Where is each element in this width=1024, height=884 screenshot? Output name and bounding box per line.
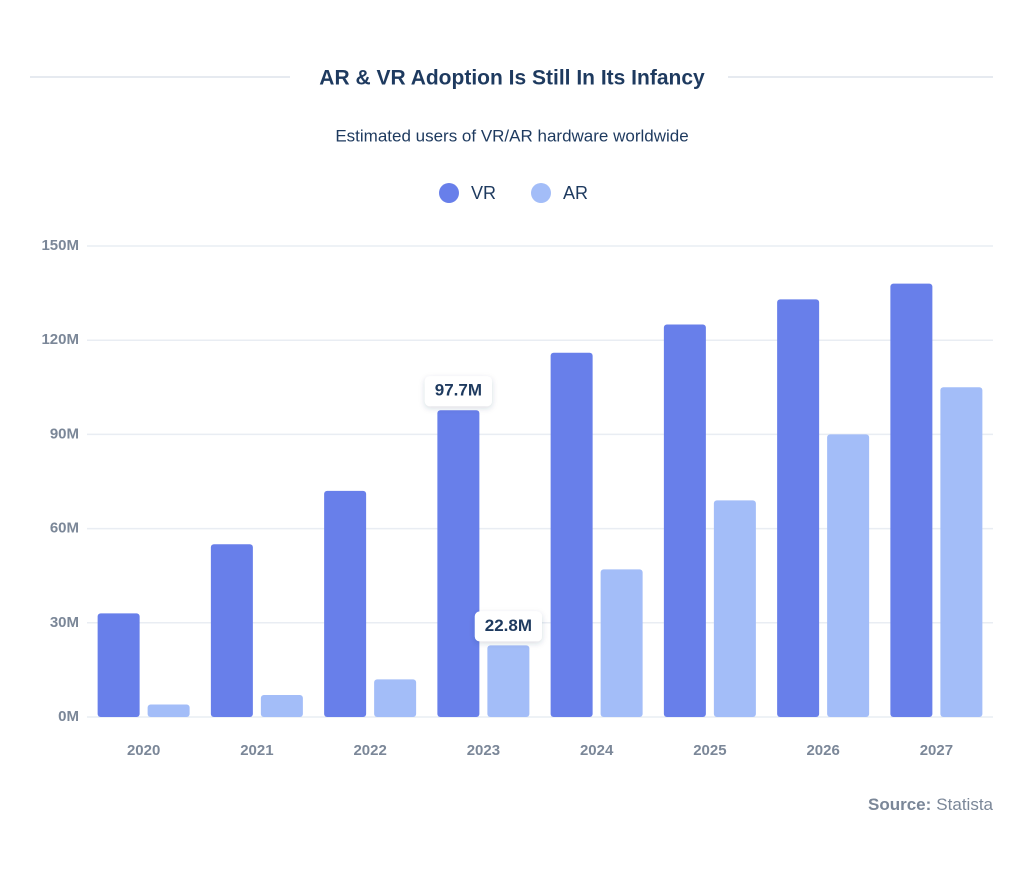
legend-marker	[439, 183, 459, 203]
y-tick-label: 30M	[50, 614, 79, 631]
value-label-bg	[424, 376, 492, 407]
bar	[147, 704, 190, 717]
bar	[777, 299, 820, 717]
bar	[437, 410, 480, 717]
bar	[600, 569, 643, 717]
source-label: Source:	[868, 795, 931, 814]
x-tick-label: 2020	[127, 742, 160, 759]
legend-marker	[531, 183, 551, 203]
bar	[713, 500, 756, 717]
bar	[210, 544, 253, 717]
bar	[97, 613, 140, 717]
bar	[260, 695, 303, 717]
bar	[890, 283, 933, 717]
x-tick-label: 2021	[240, 742, 273, 759]
bar	[940, 387, 983, 717]
x-tick-label: 2022	[353, 742, 386, 759]
value-label-bg	[474, 611, 542, 642]
bar	[827, 434, 870, 717]
value-label-box: 22.8M	[474, 611, 542, 642]
y-tick-label: 90M	[50, 425, 79, 442]
chart-title: AR & VR Adoption Is Still In Its Infancy	[319, 67, 705, 90]
source: Source: Statista	[868, 795, 994, 814]
bar	[487, 645, 530, 717]
bar	[324, 490, 367, 717]
legend-label: AR	[563, 183, 588, 203]
bar	[374, 679, 417, 717]
value-label-box: 97.7M	[424, 376, 492, 407]
bar	[550, 352, 593, 717]
y-tick-label: 60M	[50, 520, 79, 537]
value-label: 97.7M	[435, 381, 482, 400]
y-tick-label: 150M	[41, 237, 79, 254]
bar	[663, 324, 706, 717]
x-tick-label: 2024	[580, 742, 614, 759]
chart-subtitle: Estimated users of VR/AR hardware worldw…	[335, 126, 688, 145]
legend-label: VR	[471, 183, 496, 203]
x-tick-label: 2026	[806, 742, 839, 759]
x-tick-label: 2023	[467, 742, 500, 759]
x-tick-label: 2027	[920, 742, 953, 759]
y-tick-label: 120M	[41, 331, 79, 348]
y-tick-label: 0M	[58, 708, 79, 725]
value-label: 22.8M	[485, 616, 532, 635]
x-tick-label: 2025	[693, 742, 726, 759]
source-name: Statista	[936, 795, 993, 814]
